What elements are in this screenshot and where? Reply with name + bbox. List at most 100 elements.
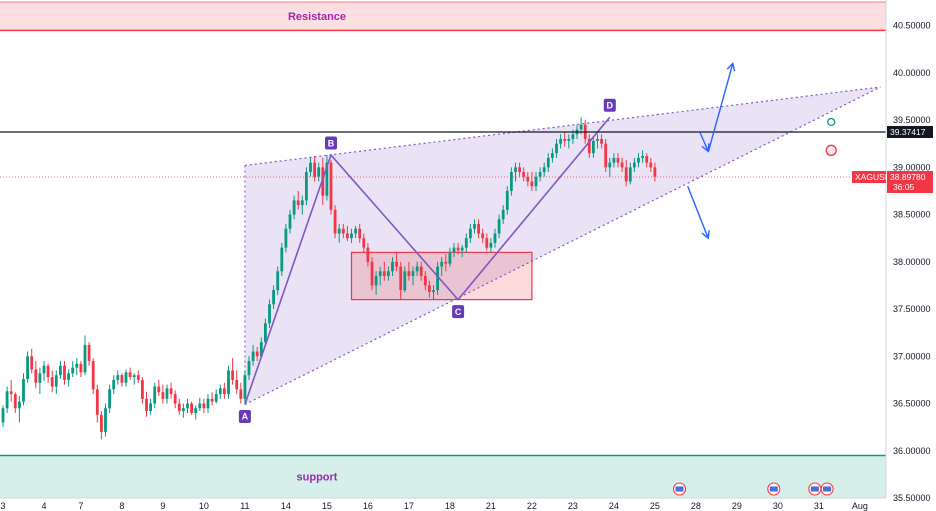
candle-body [633, 162, 636, 168]
candle [284, 224, 288, 253]
candle [251, 344, 255, 366]
candle [30, 348, 34, 374]
candle-body [87, 344, 91, 362]
pattern-point-badge [325, 136, 337, 150]
symbol-tag-bg [852, 170, 886, 183]
candle [542, 162, 546, 177]
candle [235, 370, 239, 395]
candle [526, 172, 530, 187]
candle [136, 370, 140, 383]
candle-body [473, 224, 476, 229]
candle-body [485, 238, 489, 248]
time-tick-label: 15 [322, 501, 332, 511]
candle [551, 148, 554, 163]
reference-price-tag-bg [887, 125, 933, 138]
time-tick-label: Aug [852, 501, 868, 511]
candle-body [309, 162, 312, 173]
candle-body [399, 266, 403, 291]
candle-body [63, 365, 66, 380]
price-axis[interactable]: 40.50000 40.00000 39.50000 39.00000 38.50000… [893, 21, 931, 503]
candle-body [325, 162, 329, 196]
candle [321, 157, 325, 206]
bar-countdown-text: 36:05 [893, 182, 915, 192]
candle-body [382, 271, 386, 276]
candle [177, 398, 181, 415]
candle [633, 157, 636, 173]
candle-body [5, 391, 9, 409]
candle-body [264, 323, 267, 343]
candle [231, 358, 234, 385]
candle-body [346, 233, 349, 239]
candle-body [1, 408, 5, 423]
pattern-layer: A B C D [238, 98, 616, 423]
time-tick-label: 3 [0, 501, 5, 511]
candle [522, 167, 526, 182]
candle-body [104, 408, 107, 432]
candle-body [235, 379, 239, 390]
candle [157, 379, 161, 396]
candle [218, 384, 222, 399]
candle [374, 271, 378, 295]
candle [612, 153, 616, 168]
candle-body [407, 271, 411, 276]
candle-body [403, 271, 407, 291]
candle-body [624, 167, 628, 182]
candle-body [354, 228, 357, 234]
candle [124, 369, 128, 387]
candle-body [501, 209, 505, 220]
candle-body [596, 138, 599, 141]
candle [387, 266, 390, 281]
candle [190, 401, 193, 415]
candle [481, 228, 485, 243]
candle-body [149, 403, 152, 412]
event-flag-icon[interactable] [767, 482, 781, 496]
candle-body [165, 388, 169, 399]
candle [518, 162, 521, 177]
candle [596, 134, 599, 149]
candle [362, 233, 366, 253]
pattern-point-c: C [452, 305, 465, 319]
candle-body [34, 369, 38, 383]
candle [649, 157, 653, 173]
candle-body [649, 162, 653, 168]
candle-body [444, 261, 448, 264]
candle [530, 172, 534, 191]
candle-body [46, 365, 50, 378]
candle [456, 242, 460, 255]
candle-body [505, 190, 509, 210]
time-tick-label: 7 [78, 501, 83, 511]
candle-body [641, 155, 644, 158]
event-flag-icon[interactable] [672, 482, 687, 496]
price-tick-label: 40.00000 [893, 68, 931, 78]
event-flag-icon[interactable] [808, 482, 822, 496]
candle [71, 361, 75, 378]
pattern-point-label: C [455, 307, 462, 317]
candle [165, 384, 169, 404]
candle [469, 224, 472, 243]
candle [34, 361, 38, 389]
markers-layer [672, 117, 837, 496]
event-flag-icon[interactable] [820, 482, 834, 496]
candle [628, 162, 632, 185]
candle-body [268, 304, 271, 324]
last-price-tag-bg [887, 170, 933, 193]
candle-body [563, 138, 567, 141]
time-axis[interactable]: 3 4 7 8 9 10 11 14 15 16 17 18 21 22 23 24 25 28 29 30 31 Aug [0, 501, 867, 511]
time-tick-label: 21 [486, 501, 496, 511]
candle-body [628, 167, 632, 182]
candle-body [481, 233, 485, 239]
candle-body [313, 162, 316, 177]
price-tick-label: 36.00000 [893, 446, 931, 456]
reference-price-tag: 39.37417 [887, 125, 933, 138]
candle-body [100, 414, 103, 432]
candle-body [600, 138, 603, 144]
candle [149, 398, 152, 415]
candle-body [161, 392, 165, 399]
candle-body [128, 372, 132, 378]
candle-body [251, 351, 255, 362]
candle-body [18, 401, 21, 409]
candle [243, 370, 247, 405]
candle [325, 155, 329, 201]
